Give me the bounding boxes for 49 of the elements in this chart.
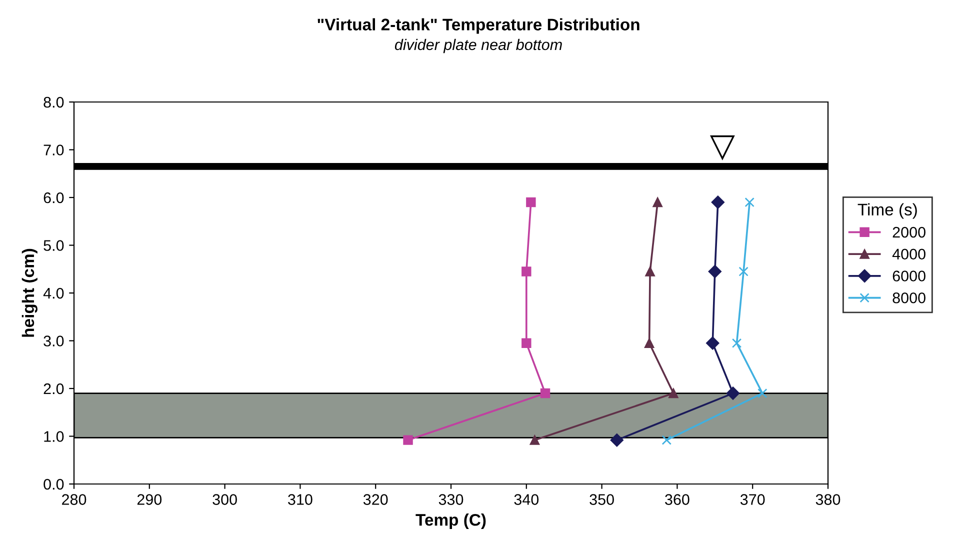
y-tick-label: 8.0 [44,96,64,108]
x-tick-label: 350 [590,494,614,505]
point [644,338,654,348]
point [652,197,662,208]
y-tick-label: 1.0 [44,431,64,442]
point [732,338,742,348]
chart-title: "Virtual 2-tank" Temperature Distribution [318,18,640,34]
legend-label: 4000 [892,248,926,260]
point [526,197,536,208]
x-tick-label: 330 [438,494,464,505]
x-tick-label: 300 [212,494,237,505]
point [530,435,540,445]
y-tick-label: 2.0 [44,383,64,394]
legend-title: Time (s) [858,203,917,219]
x-tick-label: 380 [816,494,840,505]
x-tick-label: 360 [665,494,690,505]
point [711,196,725,209]
x-tick-label: 340 [514,494,539,505]
point [738,266,748,276]
x-tick-label: 290 [137,494,162,505]
point [726,386,740,400]
point [522,338,532,348]
x-tick-label: 280 [62,494,86,505]
chart-subtitle: divider plate near bottom [394,38,562,54]
legend-label: 6000 [892,270,926,282]
point [744,197,754,208]
y-tick-label: 7.0 [44,144,64,156]
point [706,336,720,350]
x-axis-title: Temp (C) [416,514,486,530]
y-tick-label: 0.0 [44,478,64,490]
point [522,266,532,276]
y-axis-title: height (cm) [22,248,38,337]
point [610,433,624,447]
x-tick-label: 320 [363,494,388,505]
point [758,388,768,398]
point [540,388,550,398]
point [708,264,722,278]
x-tick-label: 310 [288,494,312,505]
y-tick-label: 3.0 [44,336,64,346]
legend-label: 2000 [892,226,926,238]
y-tick-label: 4.0 [43,288,64,299]
x-tick-label: 370 [740,494,765,505]
y-tick-label: 5.0 [44,240,64,251]
legend-label: 8000 [892,292,926,304]
point [668,388,678,398]
point [403,435,413,445]
y-tick-label: 6.0 [44,192,64,204]
point [645,266,655,276]
point [662,435,672,445]
